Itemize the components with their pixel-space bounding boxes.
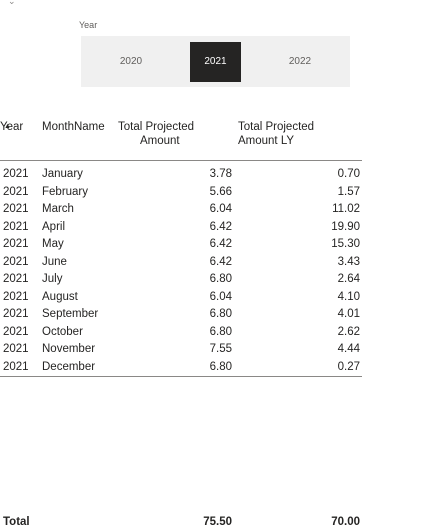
sort-ascending-icon: ▲ [4, 123, 11, 130]
total-label: Total [3, 516, 30, 528]
cell-amount-ly: 4.44 [337, 343, 360, 355]
cell-year: 2021 [3, 168, 29, 180]
cell-year: 2021 [3, 290, 29, 303]
cell-month: February [42, 185, 89, 198]
table-row[interactable]: 2021 July 6.80 2.64 [0, 271, 362, 289]
table-row[interactable]: 2021 December 6.80 0.27 [0, 359, 362, 377]
cell-amount-ly: 3.43 [337, 255, 360, 268]
slicer-option-2022[interactable]: 2022 [288, 56, 312, 67]
header-month[interactable]: MonthName [42, 121, 105, 133]
cell-amount-ly: 4.01 [337, 308, 360, 320]
cell-month: January [42, 168, 83, 180]
cell-amount-ly: 0.27 [337, 360, 360, 373]
header-ly-line2: Amount LY [238, 135, 295, 147]
cell-amount: 6.04 [209, 203, 232, 215]
cell-year: 2021 [3, 273, 29, 285]
cell-year: 2021 [3, 203, 29, 215]
table-header: Year MonthName Total Projected Amount To… [0, 120, 362, 150]
cell-amount: 6.42 [209, 255, 232, 268]
header-amount-line2: Amount [140, 135, 180, 147]
cell-month: June [42, 255, 67, 268]
cell-month: December [42, 360, 96, 373]
cell-amount: 6.80 [209, 273, 232, 285]
cell-month: April [42, 220, 66, 233]
table-row[interactable]: 2021 September 6.80 4.01 [0, 306, 362, 324]
header-ly-line1: Total Projected [238, 121, 315, 133]
year-slicer: 2020 2021 2022 [81, 36, 350, 87]
matrix-table: Year MonthName Total Projected Amount To… [0, 120, 362, 528]
cell-amount-ly: 1.57 [337, 185, 360, 198]
total-row: Total 75.50 70.00 [0, 514, 362, 531]
header-year[interactable]: Year [0, 121, 24, 133]
table-row[interactable]: 2021 October 6.80 2.62 [0, 324, 362, 342]
cell-month: October [42, 325, 83, 338]
cell-year: 2021 [3, 343, 29, 355]
cell-amount-ly: 11.02 [332, 203, 360, 215]
table-row[interactable]: 2021 November 7.55 4.44 [0, 341, 362, 359]
cell-amount: 3.78 [209, 168, 232, 180]
cell-month: March [42, 203, 74, 215]
cell-amount-ly: 19.90 [331, 220, 360, 233]
header-amount-ly[interactable]: Total Projected Amount LY [238, 120, 314, 148]
cell-amount: 6.80 [209, 308, 232, 320]
cell-year: 2021 [3, 255, 29, 268]
table-row[interactable]: 2021 April 6.42 19.90 [0, 219, 362, 237]
cell-year: 2021 [3, 238, 29, 250]
table-body: 2021 January 3.78 0.70 2021 February 5.66 1.57 2… [0, 166, 362, 377]
cell-month: July [42, 273, 63, 285]
header-amount[interactable]: Total Projected Amount [118, 120, 194, 148]
total-amount-ly: 70.00 [331, 516, 360, 528]
cell-amount: 7.55 [209, 343, 232, 355]
cell-amount-ly: 0.70 [337, 168, 360, 180]
table-row[interactable]: 2021 May 6.42 15.30 [0, 236, 362, 254]
cell-month: November [42, 343, 96, 355]
header-divider [0, 160, 362, 161]
table-row[interactable]: 2021 June 6.42 3.43 [0, 254, 362, 272]
cell-amount-ly: 4.10 [337, 290, 360, 303]
chevron-down-icon[interactable]: ⌄ [8, 0, 16, 6]
slicer-title: Year [79, 20, 98, 30]
table-row[interactable]: 2021 January 3.78 0.70 [0, 166, 362, 184]
cell-year: 2021 [3, 325, 29, 338]
slicer-option-2021[interactable]: 2021 [190, 41, 241, 82]
cell-amount: 6.42 [209, 220, 232, 233]
cell-amount: 6.42 [209, 238, 232, 250]
cell-year: 2021 [3, 220, 29, 233]
cell-year: 2021 [3, 185, 29, 198]
cell-year: 2021 [3, 360, 29, 373]
cell-amount: 6.80 [209, 360, 232, 373]
cell-amount: 6.80 [209, 325, 232, 338]
cell-month: May [42, 238, 64, 250]
header-amount-line1: Total Projected [118, 121, 195, 133]
cell-month: September [42, 308, 99, 320]
table-row[interactable]: 2021 February 5.66 1.57 [0, 184, 362, 202]
cell-year: 2021 [3, 308, 29, 320]
total-amount: 75.50 [203, 516, 232, 528]
cell-amount: 6.04 [209, 290, 232, 303]
cell-month: August [42, 290, 78, 303]
cell-amount-ly: 2.64 [337, 273, 360, 285]
table-row[interactable]: 2021 August 6.04 4.10 [0, 289, 362, 307]
table-row[interactable]: 2021 March 6.04 11.02 [0, 201, 362, 219]
cell-amount: 5.66 [209, 185, 232, 198]
cell-amount-ly: 15.30 [331, 238, 360, 250]
slicer-option-2020[interactable]: 2020 [119, 56, 143, 67]
cell-amount-ly: 2.62 [337, 325, 360, 338]
